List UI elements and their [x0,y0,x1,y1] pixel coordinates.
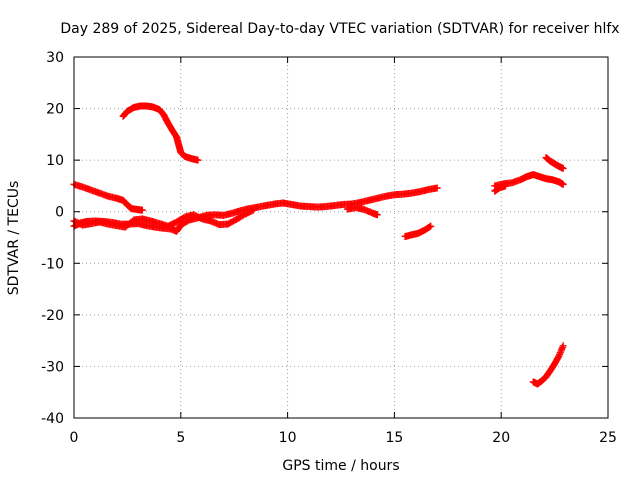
x-tick-label: 10 [279,430,297,446]
series-arc-8 [491,182,509,195]
data-point [194,156,202,164]
y-tick-label: -10 [41,256,64,272]
y-tick-label: 0 [55,205,64,221]
y-tick-label: -30 [41,359,64,375]
x-tick-label: 0 [70,430,79,446]
data-point [433,184,441,192]
series-arc-4 [70,206,257,231]
data-point [501,182,509,190]
data-point [559,164,567,172]
x-tick-label: 25 [599,430,617,446]
y-tick-label: 30 [46,50,64,66]
plot-frame [73,56,609,419]
data-point [138,206,146,214]
series-arc-10 [529,342,567,388]
y-tick-label: 10 [46,153,64,169]
x-tick-label: 15 [385,430,403,446]
data-point [373,211,381,219]
y-tick-label: 20 [46,102,64,118]
series-arc-6 [401,222,435,240]
data-points [70,102,567,388]
y-axis-label: SDTVAR / TECUs [6,181,22,296]
x-tick-label: 20 [492,430,510,446]
data-point [559,180,567,188]
y-tick-label: -40 [41,411,64,427]
series-arc-1 [119,102,202,164]
x-axis: 0 5 10 15 20 25 [70,57,617,446]
data-point [559,342,567,350]
x-axis-label: GPS time / hours [282,458,399,474]
gridlines [74,57,608,418]
series-arc-9 [542,154,567,172]
chart-title: Day 289 of 2025, Sidereal Day-to-day VTE… [60,21,619,37]
y-axis: -40 -30 -20 -10 0 10 20 30 [41,50,608,427]
y-tick-label: -20 [41,308,64,324]
series-arc-5 [343,204,381,219]
x-tick-label: 5 [176,430,185,446]
data-point [249,206,257,214]
data-point [427,222,435,230]
series-arc-2 [70,180,146,214]
